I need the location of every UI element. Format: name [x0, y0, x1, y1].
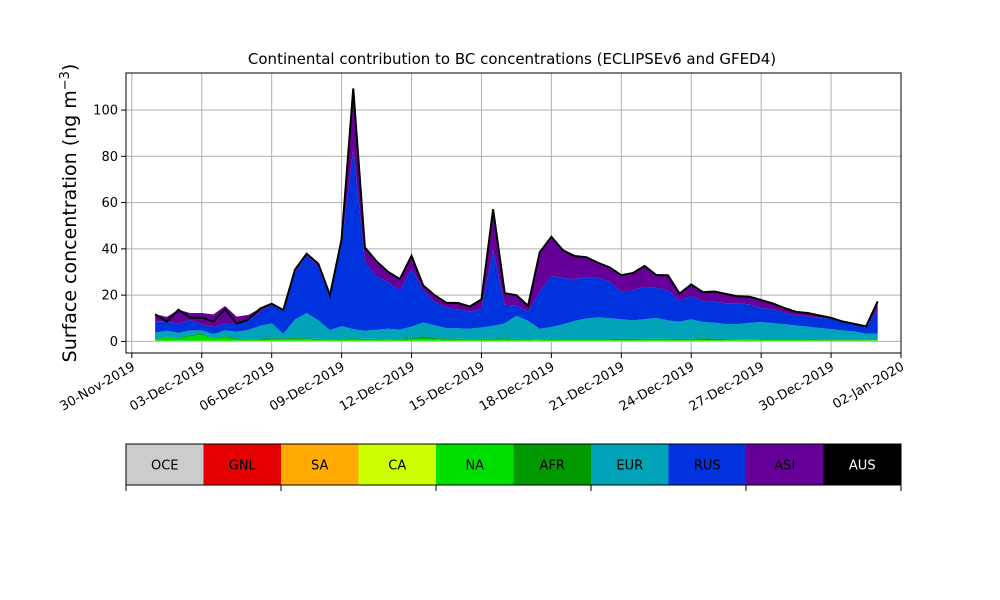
y-axis-label-superscript: −3 [58, 71, 73, 90]
legend-label-rus: RUS [694, 459, 721, 474]
legend-swatch-sa [281, 444, 359, 485]
y-tick-label: 100 [93, 104, 118, 119]
legend-swatch-na [436, 444, 514, 485]
area-rus [155, 148, 878, 335]
legend-swatch-aus [823, 444, 901, 485]
plot-area [125, 72, 902, 354]
y-axis-label-main: Surface concentration (ng m [59, 90, 81, 362]
legend-swatch-rus [668, 444, 746, 485]
y-tick-label: 20 [101, 289, 118, 304]
plot-frame [125, 72, 902, 354]
y-tick-label: 40 [101, 242, 118, 257]
chart-title: Continental contribution to BC concentra… [248, 50, 776, 68]
legend-swatch-afr [513, 444, 591, 485]
legend-swatch-ca [358, 444, 436, 485]
y-axis-label-close: ) [59, 64, 81, 71]
legend-frame [125, 443, 902, 486]
y-tick-label: 0 [110, 335, 118, 350]
legend-label-afr: AFR [540, 459, 565, 474]
legend-swatch-oce [126, 444, 204, 485]
legend-swatch-eur [591, 444, 669, 485]
legend-label-ca: CA [388, 459, 406, 474]
area-na [155, 334, 878, 341]
total-outline [154, 88, 879, 328]
area-afr [155, 333, 878, 341]
legend-swatch-gnl [203, 444, 281, 485]
y-tick-label: 80 [101, 150, 118, 165]
legend-label-sa: SA [311, 459, 328, 474]
legend-label-na: NA [465, 459, 484, 474]
y-axis: 0 20 40 60 80 100 [93, 104, 126, 350]
legend-swatch-asi [746, 444, 824, 485]
area-eur [155, 312, 878, 340]
legend-colorbar: OCE GNL SA CA NA AFR EUR RUS ASI AUS [125, 443, 902, 491]
legend-label-gnl: GNL [229, 459, 257, 474]
legend-label-aus: AUS [849, 459, 876, 474]
y-tick-label: 60 [101, 196, 118, 211]
legend-label-oce: OCE [151, 459, 179, 474]
legend-label-eur: EUR [616, 459, 643, 474]
legend-label-asi: ASI [774, 459, 795, 474]
y-axis-label: Surface concentration (ng m−3) [58, 64, 81, 363]
